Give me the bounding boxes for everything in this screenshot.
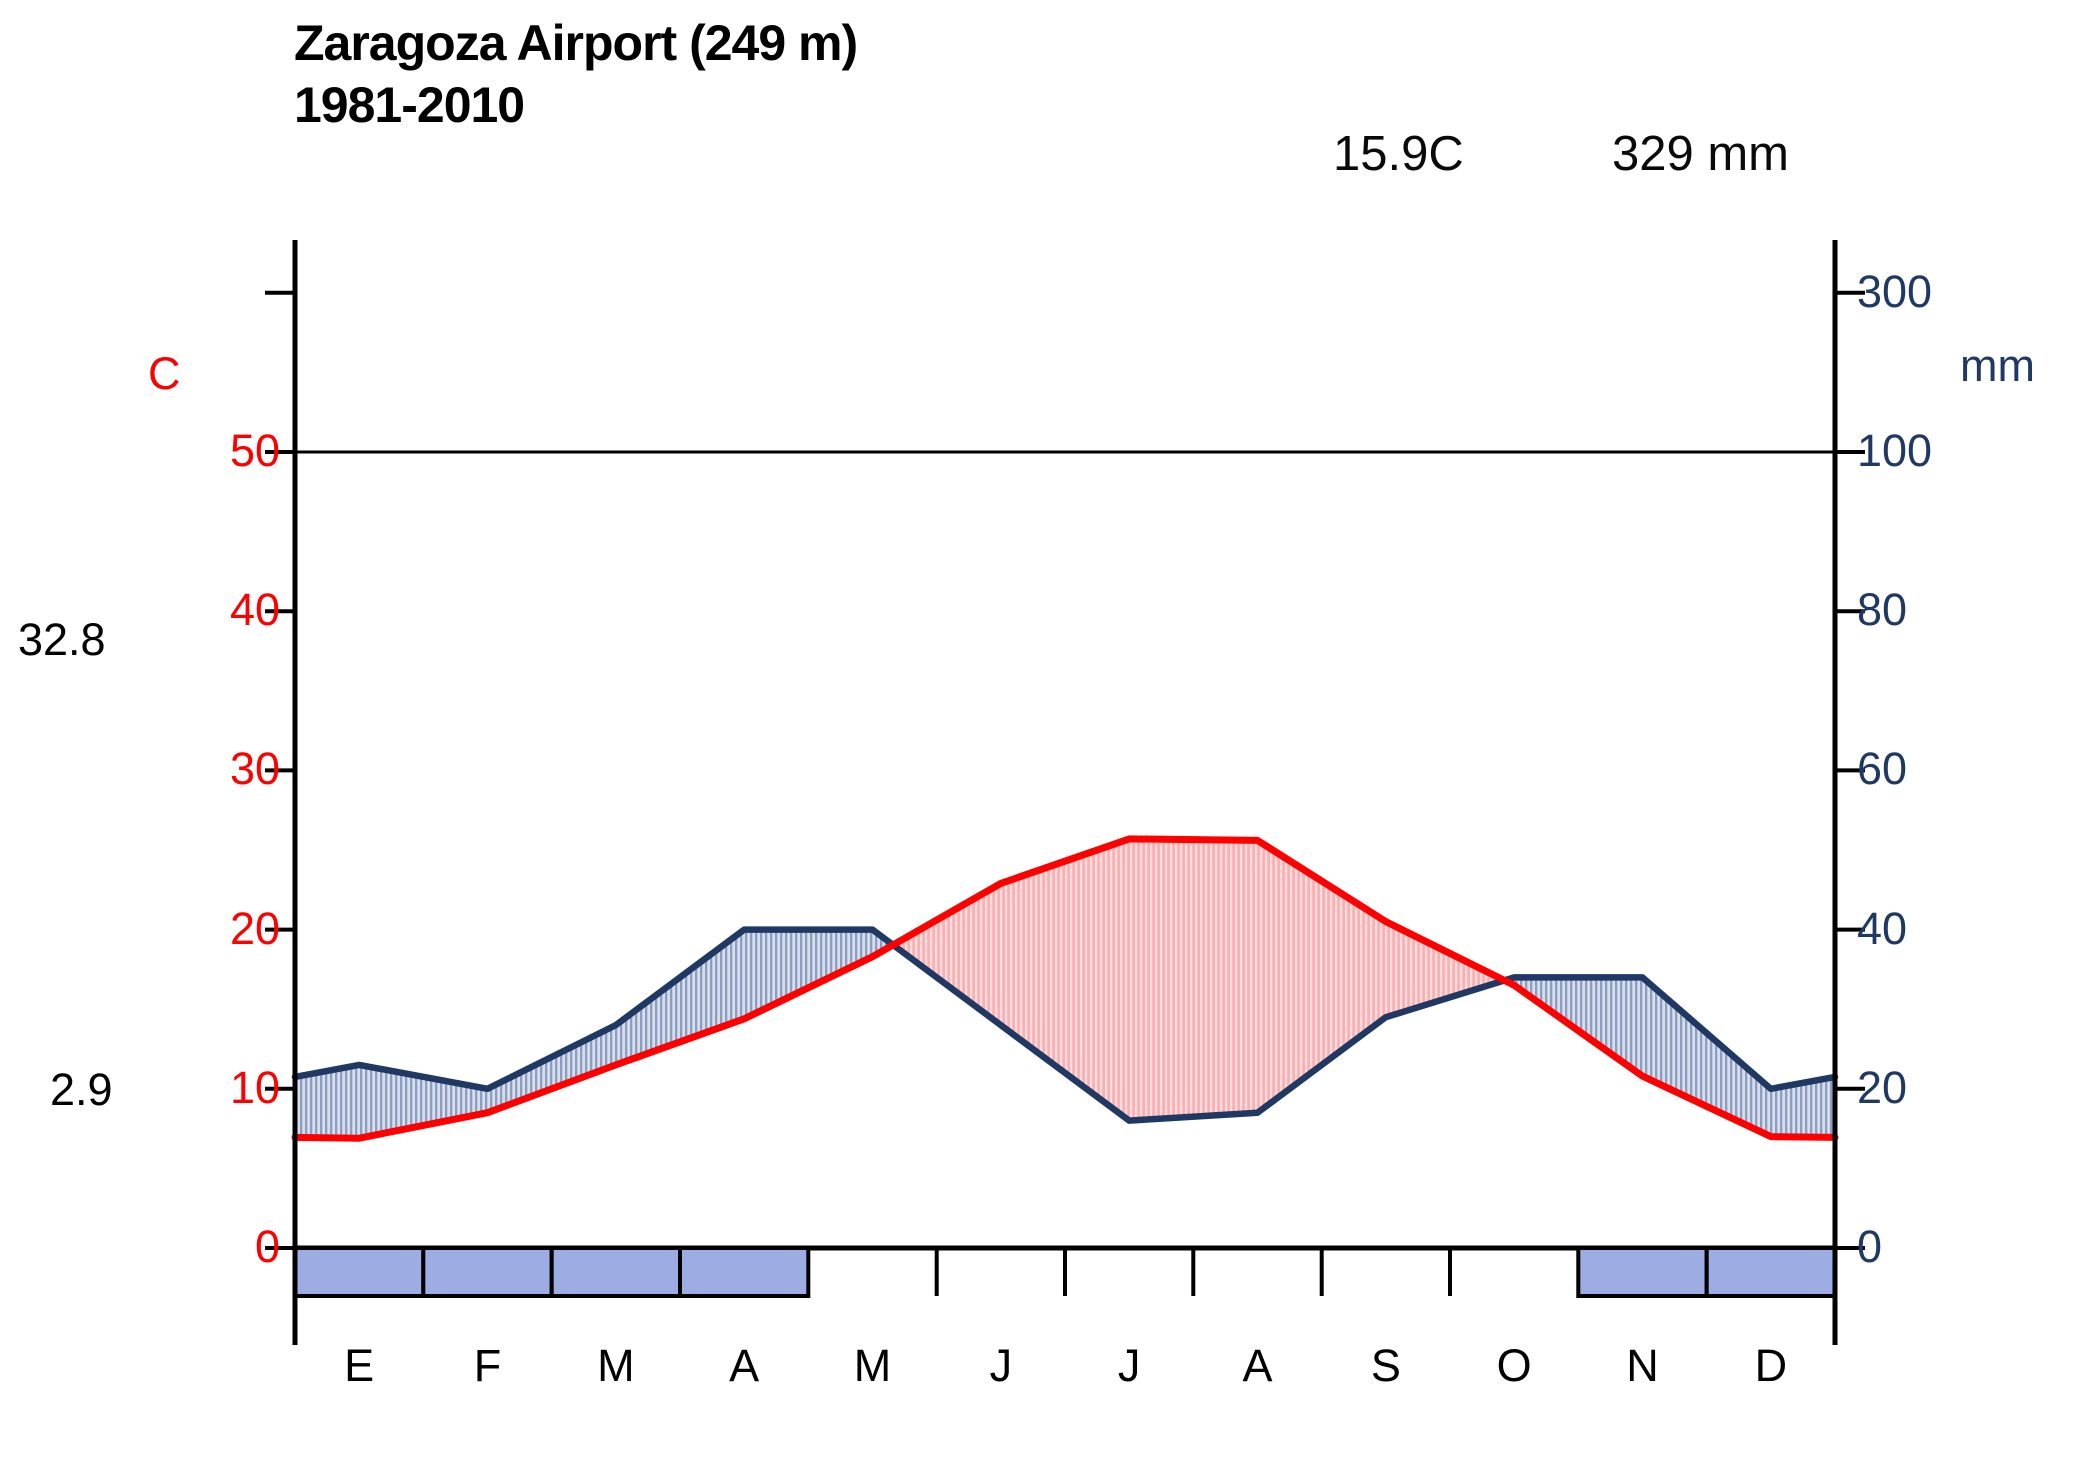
month-label: M <box>853 1340 892 1391</box>
month-label: A <box>729 1340 760 1391</box>
precipitation-axis-unit: mm <box>1960 340 2035 391</box>
precipitation-curve <box>291 926 1839 1124</box>
chart-title-block: Zaragoza Airport (249 m) 1981-2010 <box>294 12 858 136</box>
temperature-tick-label: 20 <box>229 902 280 954</box>
temperature-tick-label: 40 <box>229 584 280 636</box>
precipitation-tick-label: 80 <box>1857 584 1908 636</box>
annual-mean-temperature: 15.9C <box>1333 127 1464 181</box>
chart-subtitle: 1981-2010 <box>294 77 525 133</box>
precipitation-tick-label: 60 <box>1857 743 1908 795</box>
mean-max-hottest-month: 32.8 <box>18 614 106 665</box>
frost-month-bar <box>549 1246 683 1298</box>
month-label: D <box>1754 1340 1788 1391</box>
frost-month-bar <box>421 1246 554 1298</box>
month-label: A <box>1242 1340 1273 1391</box>
month-label: N <box>1626 1340 1659 1391</box>
month-label: J <box>989 1340 1013 1391</box>
frost-month-bar <box>1576 1246 1709 1298</box>
temperature-tick-label: 50 <box>229 425 280 476</box>
precipitation-tick-label: 300 <box>1857 265 1933 317</box>
annual-precipitation: 329 mm <box>1612 127 1790 181</box>
temperature-tick-label: 10 <box>229 1061 280 1113</box>
month-label: J <box>1117 1340 1141 1391</box>
humid-season-area <box>295 929 893 1139</box>
frost-month-bar <box>678 1246 811 1298</box>
precipitation-tick-label: 100 <box>1857 425 1933 476</box>
month-label: F <box>473 1340 502 1391</box>
precipitation-tick-label: 40 <box>1857 902 1908 954</box>
chart-title: Zaragoza Airport (249 m) <box>294 15 858 71</box>
month-label: O <box>1496 1340 1532 1391</box>
month-label: E <box>344 1340 375 1391</box>
mean-min-coldest-month: 2.9 <box>50 1064 113 1115</box>
temperature-tick-label: 0 <box>254 1221 280 1272</box>
month-label: S <box>1370 1340 1401 1391</box>
frost-month-bar <box>1704 1246 1837 1298</box>
temperature-tick-label: 30 <box>229 743 280 795</box>
precipitation-tick-label: 20 <box>1857 1061 1908 1113</box>
humid-season-area <box>1505 977 1835 1138</box>
frost-month-bar <box>293 1246 426 1298</box>
temperature-axis-unit: C <box>148 348 181 399</box>
temperature-curve <box>291 835 1839 1142</box>
precipitation-tick-label: 0 <box>1857 1221 1883 1272</box>
dry-season-area <box>894 838 1504 1121</box>
month-label: M <box>597 1340 635 1391</box>
